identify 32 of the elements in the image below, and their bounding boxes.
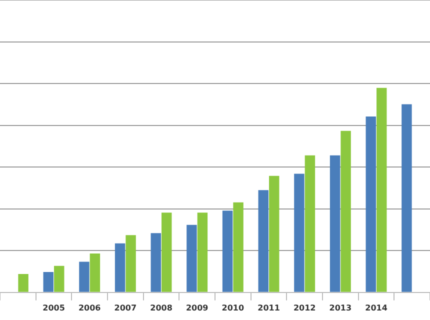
bar	[402, 104, 412, 292]
bar	[54, 266, 64, 292]
bar	[258, 190, 268, 292]
x-tick-label: 2009	[186, 303, 209, 312]
bar	[150, 233, 161, 292]
bar	[366, 116, 376, 292]
bar	[186, 224, 197, 292]
x-tick-label: 2013	[329, 303, 352, 312]
x-tick-label: 2011	[258, 303, 280, 312]
bar	[222, 210, 233, 292]
bar	[197, 212, 208, 292]
x-tick-label: 2006	[78, 303, 102, 312]
x-tick-label: 2007	[114, 303, 137, 312]
bar	[269, 176, 280, 292]
x-tick-label: 2005	[42, 303, 66, 312]
bar	[233, 202, 244, 292]
bar	[79, 262, 90, 292]
bar	[126, 235, 136, 292]
bar	[340, 130, 351, 292]
bar	[330, 155, 340, 292]
bar	[162, 212, 172, 292]
bar	[294, 174, 304, 292]
bar	[18, 274, 28, 292]
bar	[90, 254, 100, 292]
x-tick-label: 2010	[222, 303, 244, 312]
x-tick-label: 2012	[293, 303, 316, 312]
x-tick-label: 2014	[365, 303, 388, 312]
bar	[43, 272, 54, 292]
bar	[304, 155, 316, 292]
bar	[376, 88, 387, 292]
x-tick-label: 2008	[150, 303, 173, 312]
bar	[114, 243, 126, 292]
